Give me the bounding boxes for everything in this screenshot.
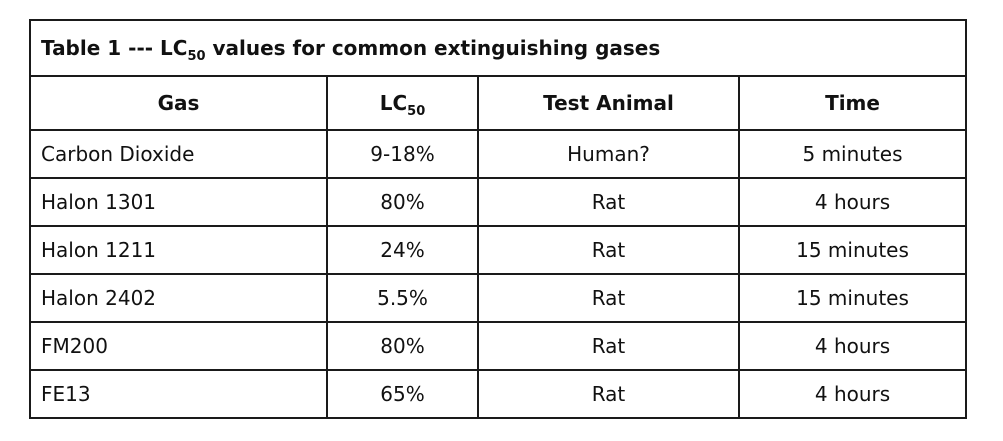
test-animal-cell: Human? [477,129,740,179]
lc50-cell: 80% [326,321,479,371]
lc50-cell: 9-18% [326,129,479,179]
time-cell: 4 hours [737,177,968,227]
gas-cell: Carbon Dioxide [29,129,328,179]
header-time: Time [737,75,968,131]
header-lc50-subscript: 50 [407,104,426,119]
gas-cell: Halon 2402 [29,273,328,323]
test-animal-cell: Rat [477,177,740,227]
lc50-table: Table 1 --- LC50 values for common extin… [28,19,968,419]
table-row: Halon 1211 24% Rat 15 minutes [29,225,968,275]
time-cell: 5 minutes [737,129,968,179]
time-cell: 4 hours [737,369,968,419]
lc50-cell: 5.5% [326,273,479,323]
header-lc50: LC50 [326,75,479,131]
header-lc50-main: LC [379,91,408,115]
table-title: Table 1 --- LC50 values for common extin… [28,19,968,77]
table-row: FM200 80% Rat 4 hours [29,321,968,371]
gas-cell: FM200 [29,321,328,371]
time-cell: 4 hours [737,321,968,371]
test-animal-cell: Rat [477,321,740,371]
gas-cell: FE13 [29,369,328,419]
table-header-row: Gas LC50 Test Animal Time [29,75,968,131]
lc50-cell: 80% [326,177,479,227]
lc50-cell: 65% [326,369,479,419]
table-row: Carbon Dioxide 9-18% Human? 5 minutes [29,129,968,179]
lc50-cell: 24% [326,225,479,275]
table-row: Halon 1301 80% Rat 4 hours [29,177,968,227]
header-gas: Gas [29,75,328,131]
gas-cell: Halon 1211 [29,225,328,275]
table-title-subscript: 50 [187,49,206,64]
test-animal-cell: Rat [477,225,740,275]
table-row: FE13 65% Rat 4 hours [29,369,968,419]
table-title-prefix: Table 1 --- LC [41,36,188,60]
table-title-row: Table 1 --- LC50 values for common extin… [28,19,968,77]
gas-cell: Halon 1301 [29,177,328,227]
time-cell: 15 minutes [737,225,968,275]
time-cell: 15 minutes [737,273,968,323]
test-animal-cell: Rat [477,273,740,323]
test-animal-cell: Rat [477,369,740,419]
table-row: Halon 2402 5.5% Rat 15 minutes [29,273,968,323]
table-title-suffix: values for common extinguishing gases [205,36,661,60]
header-test-animal: Test Animal [477,75,740,131]
